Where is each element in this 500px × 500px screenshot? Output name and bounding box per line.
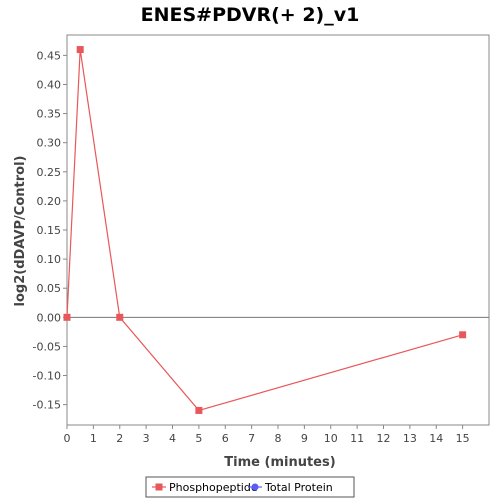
legend-label: Phosphopeptide (169, 481, 258, 494)
y-tick-label: 0.10 (37, 253, 62, 266)
series-layer (63, 46, 467, 414)
x-tick-label: 4 (169, 432, 176, 445)
legend-label: Total Protein (264, 481, 333, 494)
data-point (63, 313, 71, 321)
x-tick-label: 9 (301, 432, 308, 445)
y-tick-label: 0.05 (37, 282, 62, 295)
chart-title: ENES#PDVR(+ 2)_v1 (141, 4, 360, 26)
y-tick-label: 0.40 (37, 78, 62, 91)
y-tick-label: 0.00 (37, 311, 62, 324)
x-tick-label: 0 (64, 432, 71, 445)
plot-area (66, 34, 490, 426)
data-point (195, 406, 203, 414)
x-tick-label: 8 (275, 432, 282, 445)
y-axis-label: log2(dDAVP/Control) (13, 156, 28, 307)
legend-marker (251, 483, 259, 491)
y-tick-label: 0.30 (37, 137, 62, 150)
y-tick-label: -0.10 (33, 370, 61, 383)
y-tick-label: 0.35 (37, 108, 62, 121)
x-axis-label: Time (minutes) (224, 455, 335, 470)
x-tick-label: 15 (456, 432, 470, 445)
y-tick-label: -0.15 (33, 399, 61, 412)
plot-frame (66, 34, 490, 426)
legend-marker (155, 483, 163, 491)
y-tick-label: 0.20 (37, 195, 62, 208)
data-point (459, 331, 467, 339)
x-tick-label: 3 (143, 432, 150, 445)
x-tick-label: 6 (222, 432, 229, 445)
x-tick-label: 14 (429, 432, 443, 445)
x-tick-label: 12 (377, 432, 391, 445)
data-point (76, 46, 84, 54)
legend: Phosphopeptide Total Protein (145, 476, 355, 498)
x-tick-label: 11 (350, 432, 364, 445)
y-axis-ticks: -0.15 -0.10 -0.05 0.00 0.05 0.10 0.15 0.20 0.25 0… (33, 49, 67, 412)
x-tick-label: 5 (195, 432, 202, 445)
y-tick-label: -0.05 (33, 340, 61, 353)
x-tick-label: 2 (116, 432, 123, 445)
x-tick-label: 7 (248, 432, 255, 445)
x-tick-label: 13 (403, 432, 417, 445)
y-tick-label: 0.25 (37, 166, 62, 179)
x-axis-ticks: 0 1 2 3 4 5 6 7 8 9 10 11 12 13 14 15 (64, 425, 470, 445)
x-tick-label: 10 (324, 432, 338, 445)
y-tick-label: 0.45 (37, 49, 62, 62)
x-tick-label: 1 (90, 432, 97, 445)
y-tick-label: 0.15 (37, 224, 62, 237)
data-point (116, 313, 124, 321)
